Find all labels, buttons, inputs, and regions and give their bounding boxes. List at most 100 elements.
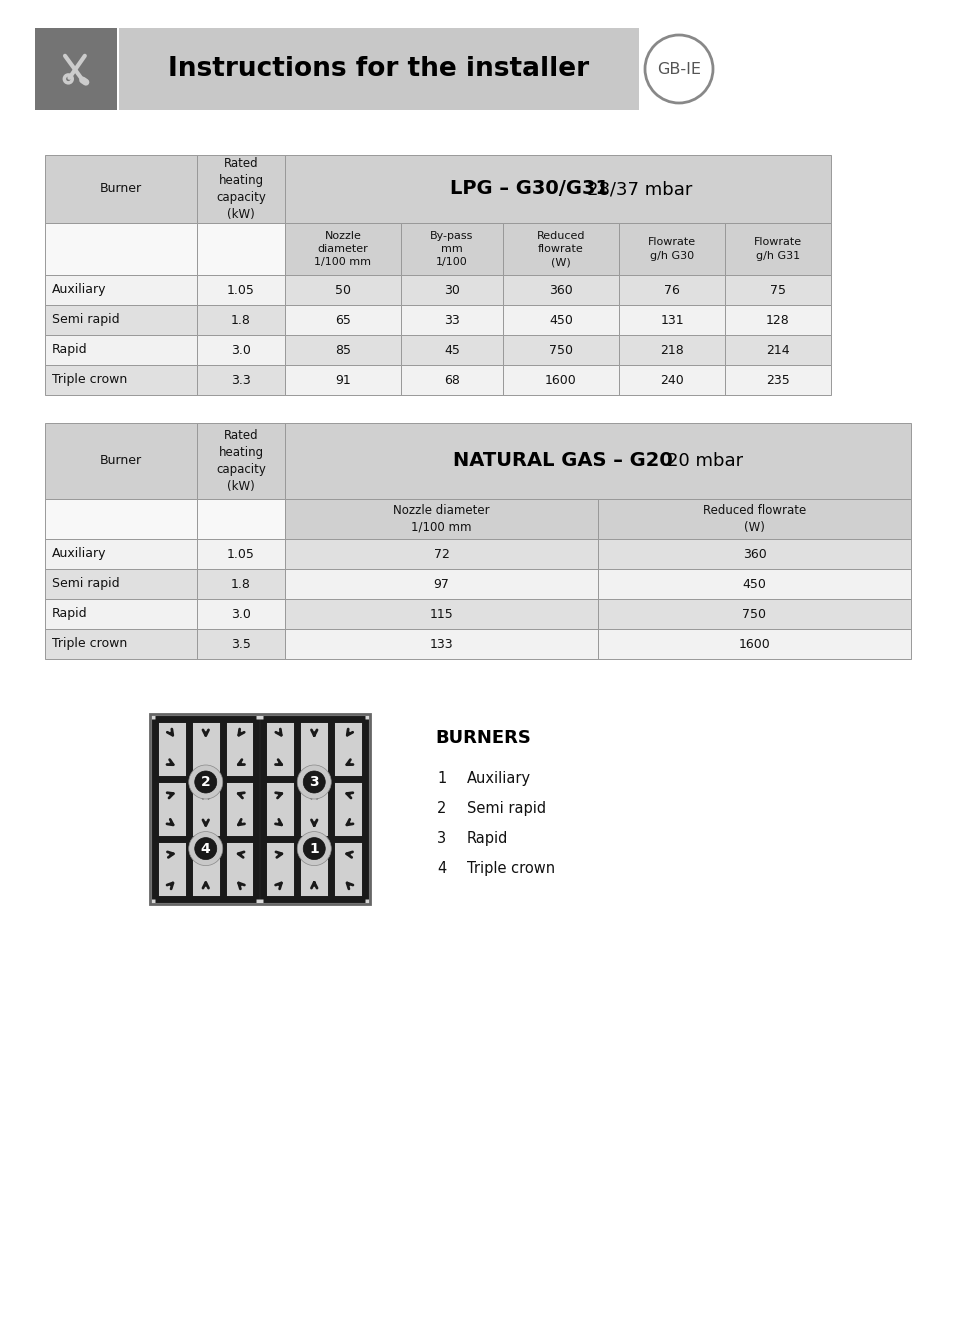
Bar xyxy=(618,223,724,275)
Text: 128: 128 xyxy=(765,314,789,326)
Bar xyxy=(724,365,830,395)
Bar xyxy=(502,335,618,365)
Circle shape xyxy=(297,831,331,866)
Bar xyxy=(196,335,285,365)
Text: 76: 76 xyxy=(663,283,679,297)
Text: 218: 218 xyxy=(659,343,683,357)
Bar xyxy=(196,305,285,335)
Bar xyxy=(618,305,724,335)
Text: LPG – G30/G31: LPG – G30/G31 xyxy=(450,179,609,199)
Bar xyxy=(285,223,400,275)
Text: 33: 33 xyxy=(444,314,459,326)
Text: 360: 360 xyxy=(549,283,572,297)
Text: 1: 1 xyxy=(309,842,319,855)
Circle shape xyxy=(303,771,325,794)
Text: BURNERS: BURNERS xyxy=(435,729,530,747)
Bar xyxy=(285,305,400,335)
Bar xyxy=(45,335,196,365)
Bar xyxy=(45,365,196,395)
Bar xyxy=(196,223,285,275)
Bar xyxy=(150,713,370,904)
Bar xyxy=(618,275,724,305)
Text: 50: 50 xyxy=(335,283,351,297)
Text: 2: 2 xyxy=(201,775,211,790)
Bar xyxy=(196,155,285,223)
Text: 2: 2 xyxy=(436,802,446,816)
Bar xyxy=(35,28,117,110)
Text: 28/37 mbar: 28/37 mbar xyxy=(587,180,692,198)
Text: 30: 30 xyxy=(443,283,459,297)
Circle shape xyxy=(644,35,712,103)
Bar xyxy=(400,335,502,365)
Text: Rated
heating
capacity
(kW): Rated heating capacity (kW) xyxy=(215,158,266,220)
Text: Semi rapid: Semi rapid xyxy=(467,802,545,816)
Text: 1.8: 1.8 xyxy=(231,314,251,326)
Bar xyxy=(285,365,400,395)
Text: 1.05: 1.05 xyxy=(227,283,254,297)
Text: Flowrate
g/h G30: Flowrate g/h G30 xyxy=(647,238,696,261)
Text: 235: 235 xyxy=(765,374,789,386)
Bar xyxy=(285,275,400,305)
Text: 240: 240 xyxy=(659,374,683,386)
Bar xyxy=(285,424,910,500)
Text: 68: 68 xyxy=(443,374,459,386)
Bar xyxy=(502,223,618,275)
Bar xyxy=(618,335,724,365)
Text: 133: 133 xyxy=(429,637,453,651)
Text: 20 mbar: 20 mbar xyxy=(666,452,742,470)
Text: Nozzle diameter
1/100 mm: Nozzle diameter 1/100 mm xyxy=(393,504,489,534)
Bar xyxy=(196,538,285,569)
Bar xyxy=(196,365,285,395)
Bar xyxy=(400,275,502,305)
Bar xyxy=(502,365,618,395)
Bar xyxy=(154,719,365,899)
Circle shape xyxy=(303,838,325,859)
Circle shape xyxy=(189,831,222,866)
Bar xyxy=(196,599,285,629)
Bar xyxy=(502,305,618,335)
Bar xyxy=(285,155,830,223)
Bar xyxy=(724,275,830,305)
Text: 4: 4 xyxy=(436,860,446,876)
Bar xyxy=(400,223,502,275)
Bar xyxy=(598,569,910,599)
Circle shape xyxy=(194,838,216,859)
Bar xyxy=(400,305,502,335)
Text: Rapid: Rapid xyxy=(52,608,88,620)
Bar xyxy=(45,223,196,275)
Text: 1.8: 1.8 xyxy=(231,577,251,591)
Bar xyxy=(502,275,618,305)
Text: 3.0: 3.0 xyxy=(231,343,251,357)
Text: 214: 214 xyxy=(765,343,789,357)
Bar xyxy=(196,424,285,500)
Bar xyxy=(45,155,196,223)
Text: Auxiliary: Auxiliary xyxy=(52,283,107,297)
Bar xyxy=(285,335,400,365)
Text: 72: 72 xyxy=(433,548,449,561)
Bar xyxy=(45,305,196,335)
Bar xyxy=(45,569,196,599)
Bar xyxy=(119,28,639,110)
Bar xyxy=(724,223,830,275)
Bar xyxy=(598,538,910,569)
Text: 1600: 1600 xyxy=(738,637,770,651)
Text: 45: 45 xyxy=(443,343,459,357)
Bar xyxy=(45,538,196,569)
Bar xyxy=(400,365,502,395)
Bar xyxy=(45,629,196,659)
Bar xyxy=(285,500,598,538)
Bar xyxy=(263,719,365,899)
Text: 750: 750 xyxy=(741,608,765,620)
Text: 97: 97 xyxy=(433,577,449,591)
Bar xyxy=(45,500,196,538)
Bar xyxy=(45,275,196,305)
Bar xyxy=(285,569,598,599)
Bar xyxy=(618,365,724,395)
Text: 1.05: 1.05 xyxy=(227,548,254,561)
Text: 3: 3 xyxy=(309,775,318,790)
Bar xyxy=(45,599,196,629)
Text: 1600: 1600 xyxy=(544,374,577,386)
Circle shape xyxy=(194,771,216,794)
Text: Triple crown: Triple crown xyxy=(52,374,127,386)
Text: Burner: Burner xyxy=(100,454,142,468)
